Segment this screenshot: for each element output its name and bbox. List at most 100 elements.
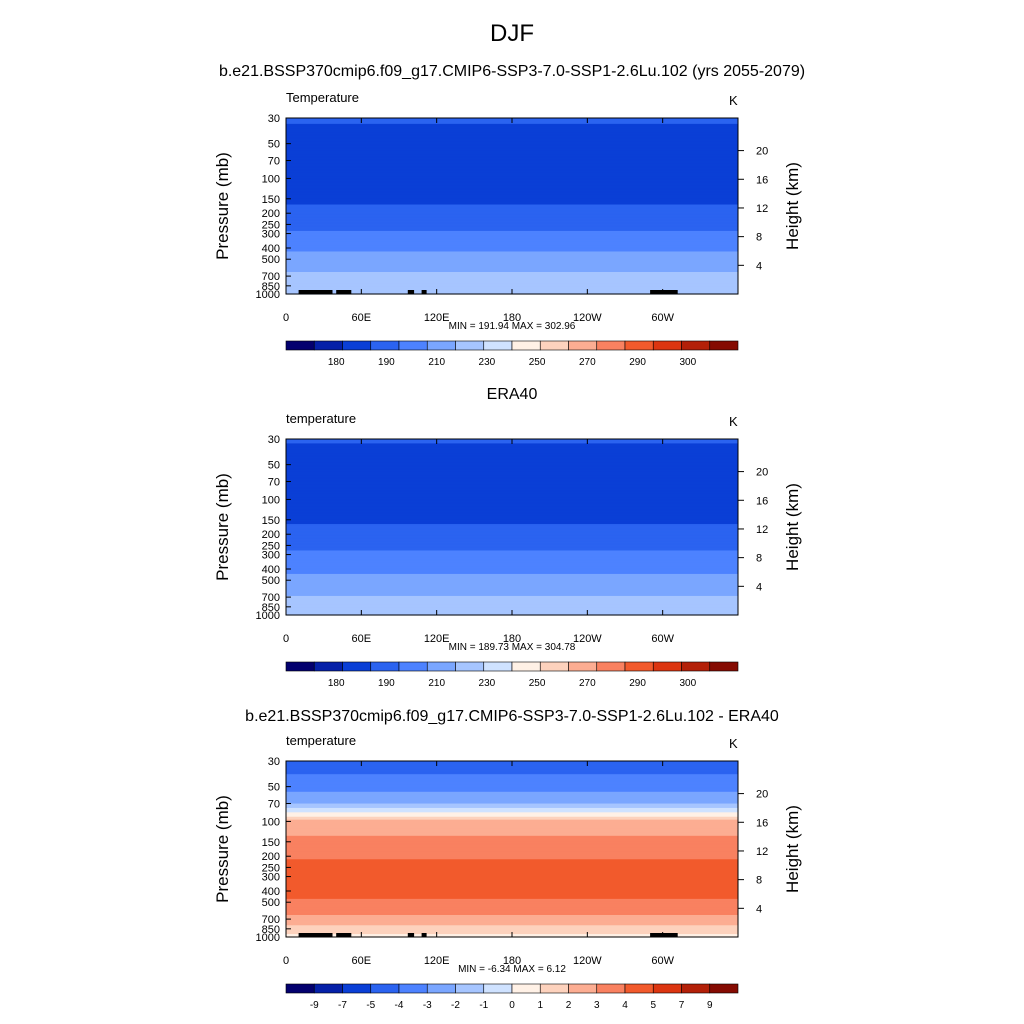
panel-2-field-band [286, 595, 738, 598]
panel-2-field-band [286, 513, 738, 516]
panel-1-field-band [286, 250, 738, 253]
panel-3-land-mask [650, 933, 678, 937]
panel-1-field-band [286, 264, 738, 267]
panel-1-field-band [286, 188, 738, 191]
panel-2-field-band [286, 519, 738, 522]
panel-1-colorbar-box [342, 340, 372, 351]
panel-1-land-mask [421, 290, 427, 294]
panel-1-field-band [286, 203, 738, 206]
panel-1-field-band [286, 167, 738, 170]
panel-1-colorbar-label: 190 [378, 357, 395, 368]
panel-3-y-tick-label: 50 [268, 782, 280, 794]
panel-2-colorbar-label: 290 [629, 678, 646, 689]
panel-1-field-band [286, 131, 738, 134]
panel-1-field-band [286, 156, 738, 159]
panel-2-field-band [286, 455, 738, 458]
panel-1-land-mask [336, 290, 352, 294]
panel-3-height-tick-label: 16 [756, 817, 768, 829]
panel-1-x-tick-label: 180 [503, 312, 521, 324]
panel-3-field-band [286, 840, 738, 843]
panel-2-field-band [286, 576, 738, 579]
panel-1-ylabel: Pressure (mb) [213, 152, 232, 260]
panel-3-field-band [286, 907, 738, 910]
panel-3-field-band [286, 778, 738, 781]
panel-1-colorbar-label: 300 [679, 357, 696, 368]
panel-3-field-band [286, 913, 738, 916]
panel-1-field-band [286, 141, 738, 144]
panel-3-field-band [286, 800, 738, 803]
panel-2-field-band [286, 500, 738, 503]
panel-1-field-band [286, 173, 738, 176]
panel-1-y-tick-label: 30 [268, 113, 280, 125]
panel-3-field-band [286, 857, 738, 860]
panel-2-field-band [286, 458, 738, 461]
panel-1-y-tick-label: 300 [262, 229, 280, 241]
panel-1-field-band [286, 138, 738, 141]
panel-1-field-band [286, 182, 738, 185]
panel-1-field-band [286, 235, 738, 238]
panel-3-field-band [286, 891, 738, 894]
panel-3-y-tick-label: 100 [262, 816, 280, 828]
panel-1-field-band [286, 242, 738, 245]
panel-1-colorbar-box [426, 340, 456, 351]
panel-2-field-band [286, 497, 738, 500]
panel-2-field-band [286, 450, 738, 453]
panel-2-field-band [286, 493, 738, 496]
panel-3-x-tick-label: 60W [651, 955, 674, 967]
panel-1-colorbar-box [511, 340, 541, 351]
panel-2-field-band [286, 557, 738, 560]
panel-2-colorbar-box [596, 661, 626, 672]
panel-2-field-band [286, 572, 738, 575]
panel-3-x-tick-label: 60E [352, 955, 372, 967]
panel-2-field-band [286, 509, 738, 512]
panel-1-stats: MIN = 191.94 MAX = 302.96 [448, 321, 576, 332]
panel-2-field-band [286, 587, 738, 590]
panel-3-field-band [286, 910, 738, 913]
panel-1-field-band [286, 159, 738, 162]
panel-1-colorbar-box [681, 340, 711, 351]
panel-2-y-tick-label: 100 [262, 494, 280, 506]
panel-2-field-band [286, 487, 738, 490]
panel-3-field-band [286, 904, 738, 907]
panel-2-field-band [286, 556, 738, 559]
panel-2-field-band [286, 475, 738, 478]
panel-2-field-band [286, 537, 738, 540]
panel-1-height-tick-label: 8 [756, 232, 762, 244]
panel-2-field-band [286, 452, 738, 455]
panel-1-field-band [286, 169, 738, 172]
panel-2-field-band [286, 443, 738, 446]
panel-3-field-band [286, 831, 738, 834]
panel-1-field-band [286, 208, 738, 211]
panel-1-colorbar-label: 230 [479, 357, 496, 368]
panel-3-x-tick-label: 0 [283, 955, 289, 967]
panel-2-field-band [286, 532, 738, 535]
panel-2-colorbar-box [568, 661, 598, 672]
panel-3-field-band [286, 788, 738, 791]
panel-1-field-band [286, 241, 738, 244]
panel-2-field-band [286, 538, 738, 541]
panel-3-colorbar-label: 9 [707, 1000, 713, 1011]
panel-3-field-band [286, 771, 738, 774]
panel-1-field-band [286, 225, 738, 228]
panel-1-x-tick-label: 60E [352, 312, 372, 324]
panel-1-field-band [286, 192, 738, 195]
panel-3-field-band [286, 871, 738, 874]
panel-3-y-tick-label: 850 [262, 924, 280, 936]
panel-1-field-band [286, 151, 738, 154]
panel-3-field-band [286, 828, 738, 831]
panel-2-field-band [286, 540, 738, 543]
panel-2-field-band [286, 591, 738, 594]
panel-2-y-tick-label: 850 [262, 602, 280, 614]
panel-1-field-band [286, 197, 738, 200]
panel-2-field-band [286, 581, 738, 584]
panel-3-field-band [286, 772, 738, 775]
panel-3-field-band [286, 863, 738, 866]
panel-2-field-band [286, 499, 738, 502]
panel-3-field-band [286, 897, 738, 900]
panel-1-field-band [286, 154, 738, 157]
panel-1-field-band [286, 186, 738, 189]
panel-2-y-tick-label: 150 [262, 515, 280, 527]
panel-1-field-band [286, 217, 738, 220]
panel-3-field-band [286, 912, 738, 915]
panel-2-field-band [286, 488, 738, 491]
